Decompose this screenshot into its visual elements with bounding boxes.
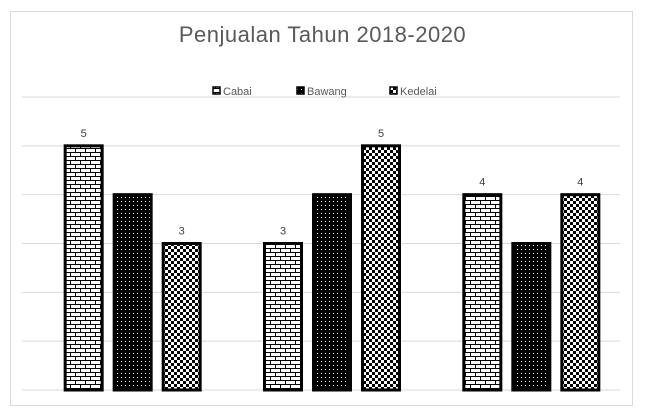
data-label: 5 <box>81 128 87 140</box>
legend-label-cabai: Cabai <box>223 86 252 98</box>
bar-cabai-1 <box>263 242 303 392</box>
bar-cabai-0 <box>63 144 104 392</box>
bar-kedelai-2 <box>560 193 601 392</box>
bar-bawang-2 <box>511 242 552 392</box>
data-label: 4 <box>577 177 583 189</box>
legend-swatch-kedelai <box>389 86 398 95</box>
legend-label-kedelai: Kedelai <box>400 86 437 98</box>
legend-label-bawang: Bawang <box>307 86 347 98</box>
legend-swatch-cabai <box>212 86 221 95</box>
bar-cabai-2 <box>462 193 503 392</box>
chart-title: Penjualan Tahun 2018-2020 <box>178 22 467 47</box>
data-label: 4 <box>479 177 485 189</box>
bar-bawang-0 <box>112 193 153 392</box>
bar-bawang-1 <box>312 193 352 392</box>
data-label: 3 <box>179 226 185 238</box>
legend-swatch-bawang <box>296 86 305 95</box>
bar-kedelai-1 <box>361 144 401 392</box>
data-label: 3 <box>280 226 286 238</box>
bar-kedelai-0 <box>161 242 202 392</box>
data-label: 5 <box>378 128 384 140</box>
